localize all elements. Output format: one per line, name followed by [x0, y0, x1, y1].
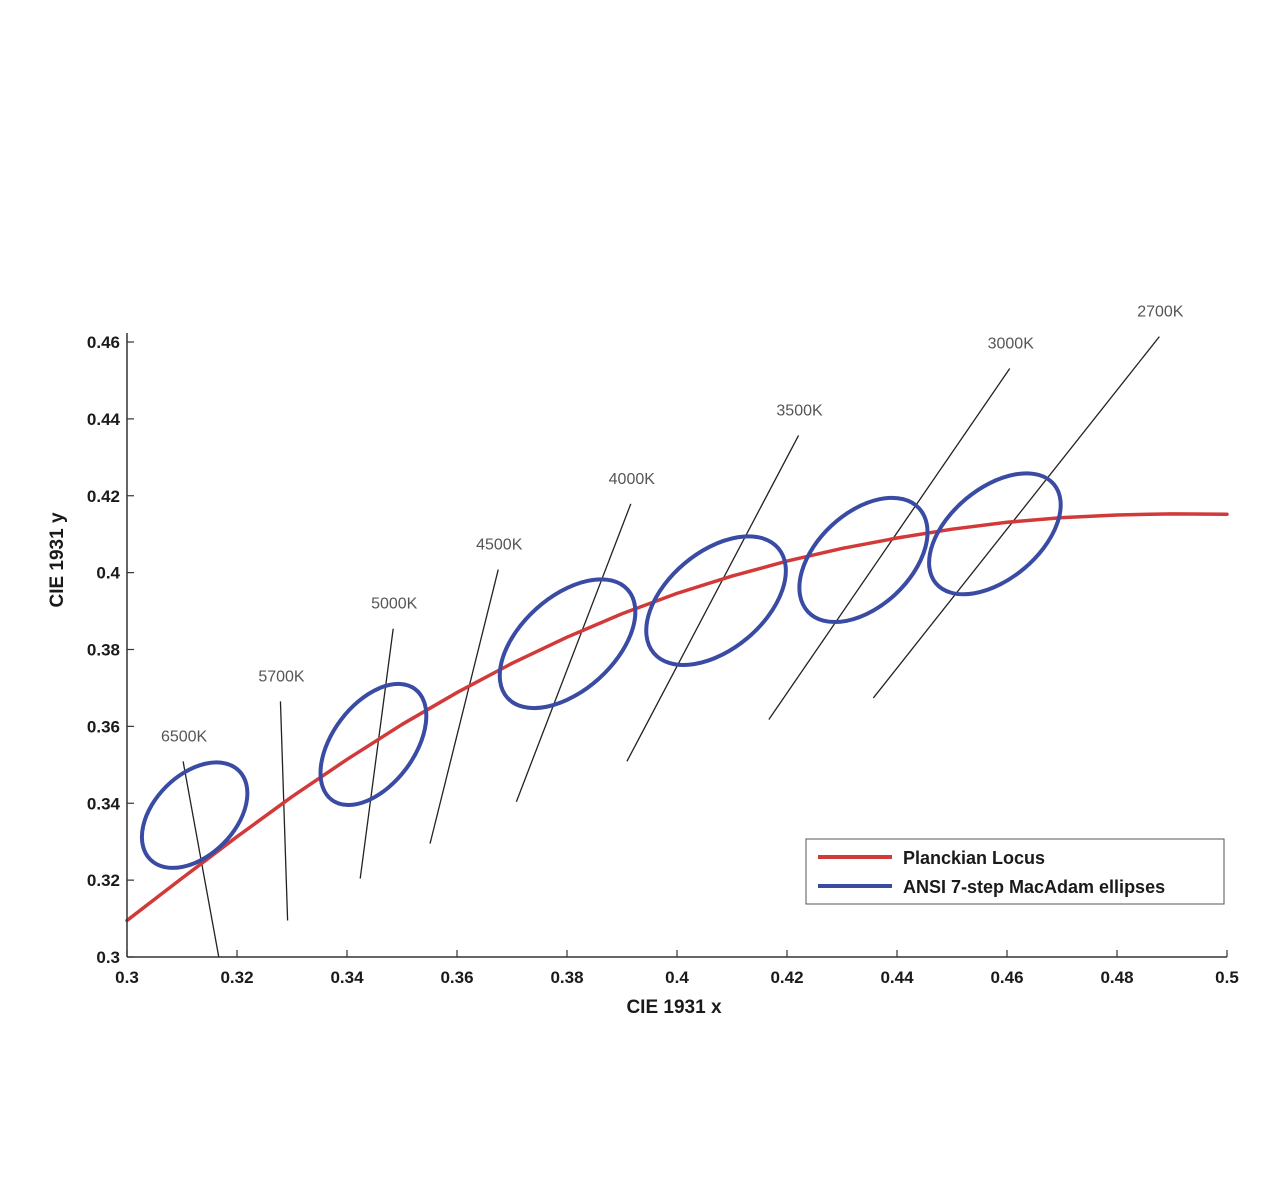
x-tick-label: 0.4: [665, 968, 689, 987]
macadam-ellipse-5000k: [318, 681, 429, 807]
y-tick-label: 0.4: [96, 564, 120, 583]
y-tick-label: 0.34: [87, 794, 121, 813]
cct-label-3000k: 3000K: [988, 336, 1035, 353]
x-tick-label: 0.5: [1215, 968, 1239, 987]
isotherm-line-4500k: [429, 569, 499, 844]
legend: Planckian Locus ANSI 7-step MacAdam elli…: [805, 838, 1225, 905]
isotherm-line-2700k: [872, 336, 1160, 699]
macadam-ellipse-3000k: [797, 495, 930, 625]
x-tick-label: 0.36: [440, 968, 473, 987]
x-tick-label: 0.38: [550, 968, 583, 987]
y-tick-label: 0.36: [87, 717, 120, 736]
x-axis-title: CIE 1931 x: [626, 997, 721, 1018]
y-tick-label: 0.3: [96, 948, 120, 967]
isotherm-layer: [182, 336, 1160, 958]
tick-layer: 0.3 0.32 0.34 0.36 0.38 0.4 0.42 0.44 0.46 0.48 0.…: [87, 333, 1239, 987]
y-tick-label: 0.42: [87, 487, 120, 506]
y-tick-label: 0.44: [87, 410, 121, 429]
macadam-ellipse-2700k: [927, 471, 1063, 597]
planckian-locus-line: [125, 512, 1229, 923]
y-tick-label: 0.32: [87, 871, 120, 890]
cct-label-5700k: 5700K: [258, 668, 305, 685]
macadam-ellipse-4000k: [497, 577, 638, 711]
cct-label-4500k: 4500K: [476, 537, 523, 554]
x-tick-label: 0.34: [330, 968, 364, 987]
x-tick-label: 0.44: [880, 968, 914, 987]
cct-label-2700k: 2700K: [1137, 304, 1184, 321]
y-tick-label: 0.38: [87, 641, 120, 660]
cct-label-5000k: 5000K: [371, 596, 418, 613]
y-tick-label: 0.46: [87, 333, 120, 352]
legend-box: [805, 838, 1225, 905]
macadam-ellipse-6500k: [139, 760, 250, 870]
x-tick-label: 0.42: [770, 968, 803, 987]
isotherm-line-3500k: [626, 435, 800, 762]
legend-label-planckian: Planckian Locus: [903, 848, 1045, 868]
cct-label-6500k: 6500K: [161, 728, 208, 745]
x-tick-label: 0.48: [1100, 968, 1133, 987]
x-tick-label: 0.32: [220, 968, 253, 987]
isotherm-line-5700k: [279, 701, 289, 921]
isotherm-line-5000k: [359, 628, 394, 879]
isotherm-line-4000k: [515, 503, 632, 802]
isotherm-line-3000k: [768, 368, 1011, 720]
x-tick-label: 0.3: [115, 968, 139, 987]
cct-label-4000k: 4000K: [609, 471, 656, 488]
macadam-ellipse-3500k: [644, 534, 788, 667]
cct-label-3500k: 3500K: [776, 402, 823, 419]
series-layer: [125, 471, 1229, 923]
x-tick-label: 0.46: [990, 968, 1023, 987]
legend-label-macadam: ANSI 7-step MacAdam ellipses: [903, 877, 1165, 897]
y-axis-title: CIE 1931 y: [47, 512, 68, 607]
label-layer: 6500K 5700K 5000K 4500K 4000K 3500K 3000K 2700K: [161, 304, 1184, 746]
